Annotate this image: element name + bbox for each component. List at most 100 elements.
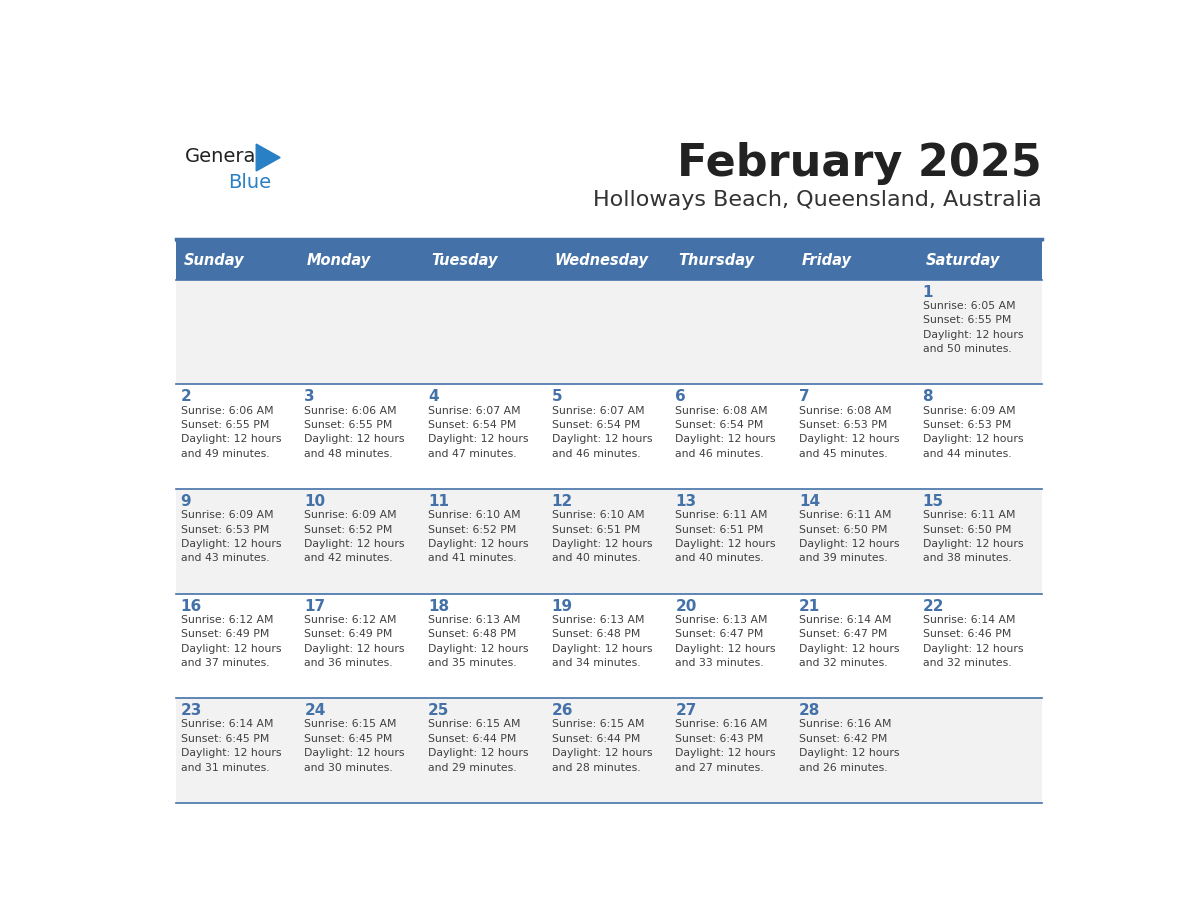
Text: 18: 18 [428, 599, 449, 613]
FancyBboxPatch shape [918, 241, 1042, 280]
FancyBboxPatch shape [795, 241, 918, 280]
Text: Sunrise: 6:15 AM
Sunset: 6:44 PM
Daylight: 12 hours
and 29 minutes.: Sunrise: 6:15 AM Sunset: 6:44 PM Dayligh… [428, 720, 529, 773]
FancyBboxPatch shape [299, 385, 423, 489]
Text: Sunrise: 6:07 AM
Sunset: 6:54 PM
Daylight: 12 hours
and 47 minutes.: Sunrise: 6:07 AM Sunset: 6:54 PM Dayligh… [428, 406, 529, 459]
FancyBboxPatch shape [299, 699, 423, 803]
FancyBboxPatch shape [299, 280, 423, 385]
Text: 22: 22 [923, 599, 944, 613]
Text: 21: 21 [798, 599, 820, 613]
Text: February 2025: February 2025 [677, 141, 1042, 185]
FancyBboxPatch shape [795, 385, 918, 489]
FancyBboxPatch shape [918, 280, 1042, 385]
Text: 2: 2 [181, 389, 191, 404]
FancyBboxPatch shape [795, 280, 918, 385]
FancyBboxPatch shape [423, 280, 546, 385]
Text: 11: 11 [428, 494, 449, 509]
Text: Sunrise: 6:16 AM
Sunset: 6:42 PM
Daylight: 12 hours
and 26 minutes.: Sunrise: 6:16 AM Sunset: 6:42 PM Dayligh… [798, 720, 899, 773]
Text: Sunrise: 6:11 AM
Sunset: 6:51 PM
Daylight: 12 hours
and 40 minutes.: Sunrise: 6:11 AM Sunset: 6:51 PM Dayligh… [675, 510, 776, 564]
Text: Sunrise: 6:13 AM
Sunset: 6:48 PM
Daylight: 12 hours
and 35 minutes.: Sunrise: 6:13 AM Sunset: 6:48 PM Dayligh… [428, 615, 529, 668]
Text: 23: 23 [181, 703, 202, 718]
Text: Sunrise: 6:08 AM
Sunset: 6:53 PM
Daylight: 12 hours
and 45 minutes.: Sunrise: 6:08 AM Sunset: 6:53 PM Dayligh… [798, 406, 899, 459]
FancyBboxPatch shape [795, 489, 918, 594]
FancyBboxPatch shape [176, 385, 299, 489]
FancyBboxPatch shape [546, 594, 671, 699]
Text: 16: 16 [181, 599, 202, 613]
FancyBboxPatch shape [299, 594, 423, 699]
Text: 13: 13 [675, 494, 696, 509]
FancyBboxPatch shape [671, 385, 795, 489]
Text: Friday: Friday [802, 252, 852, 268]
FancyBboxPatch shape [423, 594, 546, 699]
Text: Sunday: Sunday [183, 252, 245, 268]
Text: Sunrise: 6:11 AM
Sunset: 6:50 PM
Daylight: 12 hours
and 38 minutes.: Sunrise: 6:11 AM Sunset: 6:50 PM Dayligh… [923, 510, 1023, 564]
FancyBboxPatch shape [423, 489, 546, 594]
Text: Sunrise: 6:13 AM
Sunset: 6:47 PM
Daylight: 12 hours
and 33 minutes.: Sunrise: 6:13 AM Sunset: 6:47 PM Dayligh… [675, 615, 776, 668]
Text: 19: 19 [551, 599, 573, 613]
FancyBboxPatch shape [795, 594, 918, 699]
Text: Sunrise: 6:08 AM
Sunset: 6:54 PM
Daylight: 12 hours
and 46 minutes.: Sunrise: 6:08 AM Sunset: 6:54 PM Dayligh… [675, 406, 776, 459]
Text: Sunrise: 6:10 AM
Sunset: 6:51 PM
Daylight: 12 hours
and 40 minutes.: Sunrise: 6:10 AM Sunset: 6:51 PM Dayligh… [551, 510, 652, 564]
Text: Sunrise: 6:12 AM
Sunset: 6:49 PM
Daylight: 12 hours
and 36 minutes.: Sunrise: 6:12 AM Sunset: 6:49 PM Dayligh… [304, 615, 405, 668]
FancyBboxPatch shape [423, 241, 546, 280]
Text: 7: 7 [798, 389, 809, 404]
Text: Sunrise: 6:14 AM
Sunset: 6:46 PM
Daylight: 12 hours
and 32 minutes.: Sunrise: 6:14 AM Sunset: 6:46 PM Dayligh… [923, 615, 1023, 668]
Text: 9: 9 [181, 494, 191, 509]
Text: 25: 25 [428, 703, 449, 718]
Text: Sunrise: 6:06 AM
Sunset: 6:55 PM
Daylight: 12 hours
and 48 minutes.: Sunrise: 6:06 AM Sunset: 6:55 PM Dayligh… [304, 406, 405, 459]
Polygon shape [257, 144, 280, 171]
FancyBboxPatch shape [299, 489, 423, 594]
Text: 12: 12 [551, 494, 573, 509]
FancyBboxPatch shape [546, 699, 671, 803]
Text: Tuesday: Tuesday [431, 252, 498, 268]
FancyBboxPatch shape [176, 280, 299, 385]
Text: Sunrise: 6:09 AM
Sunset: 6:53 PM
Daylight: 12 hours
and 43 minutes.: Sunrise: 6:09 AM Sunset: 6:53 PM Dayligh… [181, 510, 282, 564]
FancyBboxPatch shape [671, 241, 795, 280]
Text: Sunrise: 6:14 AM
Sunset: 6:45 PM
Daylight: 12 hours
and 31 minutes.: Sunrise: 6:14 AM Sunset: 6:45 PM Dayligh… [181, 720, 282, 773]
Text: Sunrise: 6:10 AM
Sunset: 6:52 PM
Daylight: 12 hours
and 41 minutes.: Sunrise: 6:10 AM Sunset: 6:52 PM Dayligh… [428, 510, 529, 564]
Text: Blue: Blue [228, 174, 271, 193]
FancyBboxPatch shape [546, 241, 671, 280]
Text: Saturday: Saturday [925, 252, 1000, 268]
FancyBboxPatch shape [795, 699, 918, 803]
Text: Sunrise: 6:05 AM
Sunset: 6:55 PM
Daylight: 12 hours
and 50 minutes.: Sunrise: 6:05 AM Sunset: 6:55 PM Dayligh… [923, 301, 1023, 354]
Text: 14: 14 [798, 494, 820, 509]
Text: Sunrise: 6:11 AM
Sunset: 6:50 PM
Daylight: 12 hours
and 39 minutes.: Sunrise: 6:11 AM Sunset: 6:50 PM Dayligh… [798, 510, 899, 564]
FancyBboxPatch shape [546, 385, 671, 489]
FancyBboxPatch shape [918, 699, 1042, 803]
Text: Sunrise: 6:16 AM
Sunset: 6:43 PM
Daylight: 12 hours
and 27 minutes.: Sunrise: 6:16 AM Sunset: 6:43 PM Dayligh… [675, 720, 776, 773]
Text: Sunrise: 6:07 AM
Sunset: 6:54 PM
Daylight: 12 hours
and 46 minutes.: Sunrise: 6:07 AM Sunset: 6:54 PM Dayligh… [551, 406, 652, 459]
Text: 27: 27 [675, 703, 696, 718]
Text: Thursday: Thursday [678, 252, 754, 268]
FancyBboxPatch shape [918, 385, 1042, 489]
Text: Sunrise: 6:13 AM
Sunset: 6:48 PM
Daylight: 12 hours
and 34 minutes.: Sunrise: 6:13 AM Sunset: 6:48 PM Dayligh… [551, 615, 652, 668]
FancyBboxPatch shape [918, 594, 1042, 699]
FancyBboxPatch shape [299, 241, 423, 280]
FancyBboxPatch shape [671, 699, 795, 803]
Text: 5: 5 [551, 389, 562, 404]
Text: 6: 6 [675, 389, 685, 404]
Text: 26: 26 [551, 703, 573, 718]
Text: Sunrise: 6:09 AM
Sunset: 6:52 PM
Daylight: 12 hours
and 42 minutes.: Sunrise: 6:09 AM Sunset: 6:52 PM Dayligh… [304, 510, 405, 564]
Text: 28: 28 [798, 703, 820, 718]
FancyBboxPatch shape [671, 489, 795, 594]
FancyBboxPatch shape [176, 241, 299, 280]
Text: Sunrise: 6:14 AM
Sunset: 6:47 PM
Daylight: 12 hours
and 32 minutes.: Sunrise: 6:14 AM Sunset: 6:47 PM Dayligh… [798, 615, 899, 668]
Text: 8: 8 [923, 389, 933, 404]
Text: 20: 20 [675, 599, 696, 613]
FancyBboxPatch shape [176, 699, 299, 803]
FancyBboxPatch shape [176, 594, 299, 699]
FancyBboxPatch shape [546, 489, 671, 594]
FancyBboxPatch shape [423, 385, 546, 489]
Text: 24: 24 [304, 703, 326, 718]
Text: Sunrise: 6:15 AM
Sunset: 6:45 PM
Daylight: 12 hours
and 30 minutes.: Sunrise: 6:15 AM Sunset: 6:45 PM Dayligh… [304, 720, 405, 773]
FancyBboxPatch shape [671, 594, 795, 699]
Text: Holloways Beach, Queensland, Australia: Holloways Beach, Queensland, Australia [593, 190, 1042, 210]
Text: 3: 3 [304, 389, 315, 404]
Text: Sunrise: 6:09 AM
Sunset: 6:53 PM
Daylight: 12 hours
and 44 minutes.: Sunrise: 6:09 AM Sunset: 6:53 PM Dayligh… [923, 406, 1023, 459]
Text: 17: 17 [304, 599, 326, 613]
Text: 10: 10 [304, 494, 326, 509]
Text: General: General [185, 147, 263, 165]
FancyBboxPatch shape [423, 699, 546, 803]
Text: Sunrise: 6:12 AM
Sunset: 6:49 PM
Daylight: 12 hours
and 37 minutes.: Sunrise: 6:12 AM Sunset: 6:49 PM Dayligh… [181, 615, 282, 668]
FancyBboxPatch shape [671, 280, 795, 385]
